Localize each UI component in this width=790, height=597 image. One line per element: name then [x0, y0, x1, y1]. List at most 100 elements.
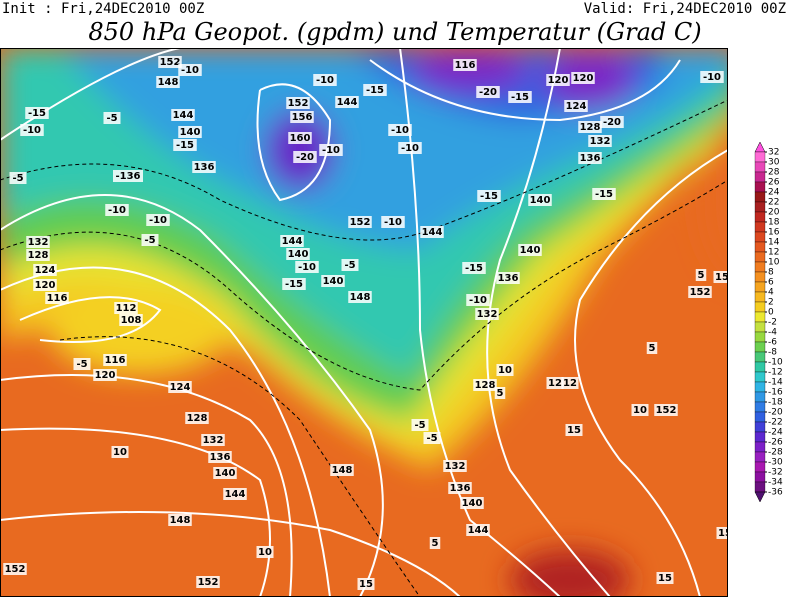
contour-label: 128	[580, 122, 601, 133]
contour-label-box	[388, 124, 412, 136]
colorbar-label: -30	[768, 458, 783, 468]
contour-label-box	[33, 279, 57, 291]
contour-label: -5	[76, 359, 87, 370]
contour-label-box	[213, 467, 237, 479]
contour-label: 128	[187, 413, 208, 424]
colorbar-band	[754, 221, 766, 233]
colorbar-label: 28	[768, 168, 780, 178]
colorbar-band	[754, 151, 766, 163]
contour-label: 148	[158, 77, 179, 88]
contour-label-box	[496, 364, 514, 376]
contour-label-box	[475, 308, 499, 320]
contour-label: 124	[566, 101, 587, 112]
colorbar-band	[754, 331, 766, 343]
contour-label-box	[453, 59, 477, 71]
contour-label-box	[3, 563, 27, 575]
contour-label: 144	[225, 489, 246, 500]
contour-label: -10	[384, 217, 402, 228]
contour-label-box	[335, 96, 359, 108]
colorbar-label: 16	[768, 228, 780, 238]
contour-label: -15	[366, 85, 384, 96]
contour-label-box	[592, 188, 616, 200]
contour-label: 160	[290, 133, 311, 144]
contour-label: -10	[108, 205, 126, 216]
contour-label-box	[571, 72, 595, 84]
contour-label-box	[111, 446, 129, 458]
contour-label: 148	[170, 515, 191, 526]
contour-label-box	[168, 381, 192, 393]
contour-label: 15	[567, 425, 581, 436]
contour-label: 136	[194, 162, 215, 173]
contour-label: -10	[23, 125, 41, 136]
contour-label-box	[688, 286, 712, 298]
contour-label: 128	[475, 380, 496, 391]
height-contours	[0, 48, 728, 597]
contour-label: 10	[498, 365, 512, 376]
colorbar-band	[754, 361, 766, 373]
valid-time: Valid: Fri,24DEC2010 00Z	[584, 1, 786, 17]
contour-label-box	[20, 124, 44, 136]
contour-label-box	[280, 235, 304, 247]
contour-label: 116	[47, 293, 68, 304]
contour-label: 140	[323, 276, 344, 287]
contour-label: 132	[590, 136, 611, 147]
colorbar-band	[754, 181, 766, 193]
contour-label: 136	[450, 483, 471, 494]
contour-label: 144	[422, 227, 443, 238]
colorbar-band	[754, 251, 766, 263]
contour-label-box	[103, 112, 121, 124]
contour-label-box	[429, 537, 441, 549]
colorbar-band	[754, 401, 766, 413]
contour-label: -10	[469, 295, 487, 306]
contour-label-box	[146, 214, 170, 226]
colorbar-label: 26	[768, 178, 780, 188]
contour-label-box	[631, 404, 649, 416]
colorbar-band	[754, 461, 766, 473]
contour-label: 144	[468, 525, 489, 536]
colorbar-label: 20	[768, 208, 780, 218]
contour-label-box	[156, 76, 180, 88]
colorbar-label: 4	[768, 288, 774, 298]
contour-label-box	[196, 576, 220, 588]
contour-label-box	[313, 74, 337, 86]
colorbar-label: 2	[768, 298, 774, 308]
contour-label: 112	[116, 303, 137, 314]
contour-label-box	[477, 190, 501, 202]
contour-label: 5	[497, 388, 504, 399]
contour-label: -15	[28, 108, 46, 119]
contour-label: 15	[359, 579, 373, 590]
contour-label: -10	[391, 125, 409, 136]
colorbar-band	[754, 261, 766, 273]
contour-label-box	[508, 91, 532, 103]
contour-label: 148	[350, 292, 371, 303]
contour-label-box	[319, 144, 343, 156]
contour-label: 116	[105, 355, 126, 366]
contour-label-box	[494, 387, 506, 399]
contour-label: 5	[432, 538, 439, 549]
contour-label: -20	[603, 117, 621, 128]
contour-label: 136	[498, 273, 519, 284]
colorbar-label: -6	[768, 338, 777, 348]
contour-label: 156	[292, 112, 313, 123]
contour-label: 140	[288, 249, 309, 260]
contour-label-box	[546, 74, 570, 86]
contour-label-box	[45, 292, 69, 304]
contour-label: -5	[12, 173, 23, 184]
contour-label: 15	[658, 573, 672, 584]
contour-label-box	[357, 578, 375, 590]
contour-label-box	[363, 84, 387, 96]
contour-label-box	[173, 139, 197, 151]
contour-label-box	[561, 377, 579, 389]
contour-label: 10	[258, 547, 272, 558]
contour-label-box	[330, 464, 354, 476]
contour-label-box	[114, 302, 138, 314]
contour-label-box	[348, 291, 372, 303]
colorbar-band	[754, 451, 766, 463]
contour-label-box	[588, 135, 612, 147]
colorbar-label: -8	[768, 348, 777, 358]
contour-label-box	[578, 152, 602, 164]
contour-label-box	[256, 546, 274, 558]
colorbar-band	[754, 431, 766, 443]
colorbar-band	[754, 231, 766, 243]
